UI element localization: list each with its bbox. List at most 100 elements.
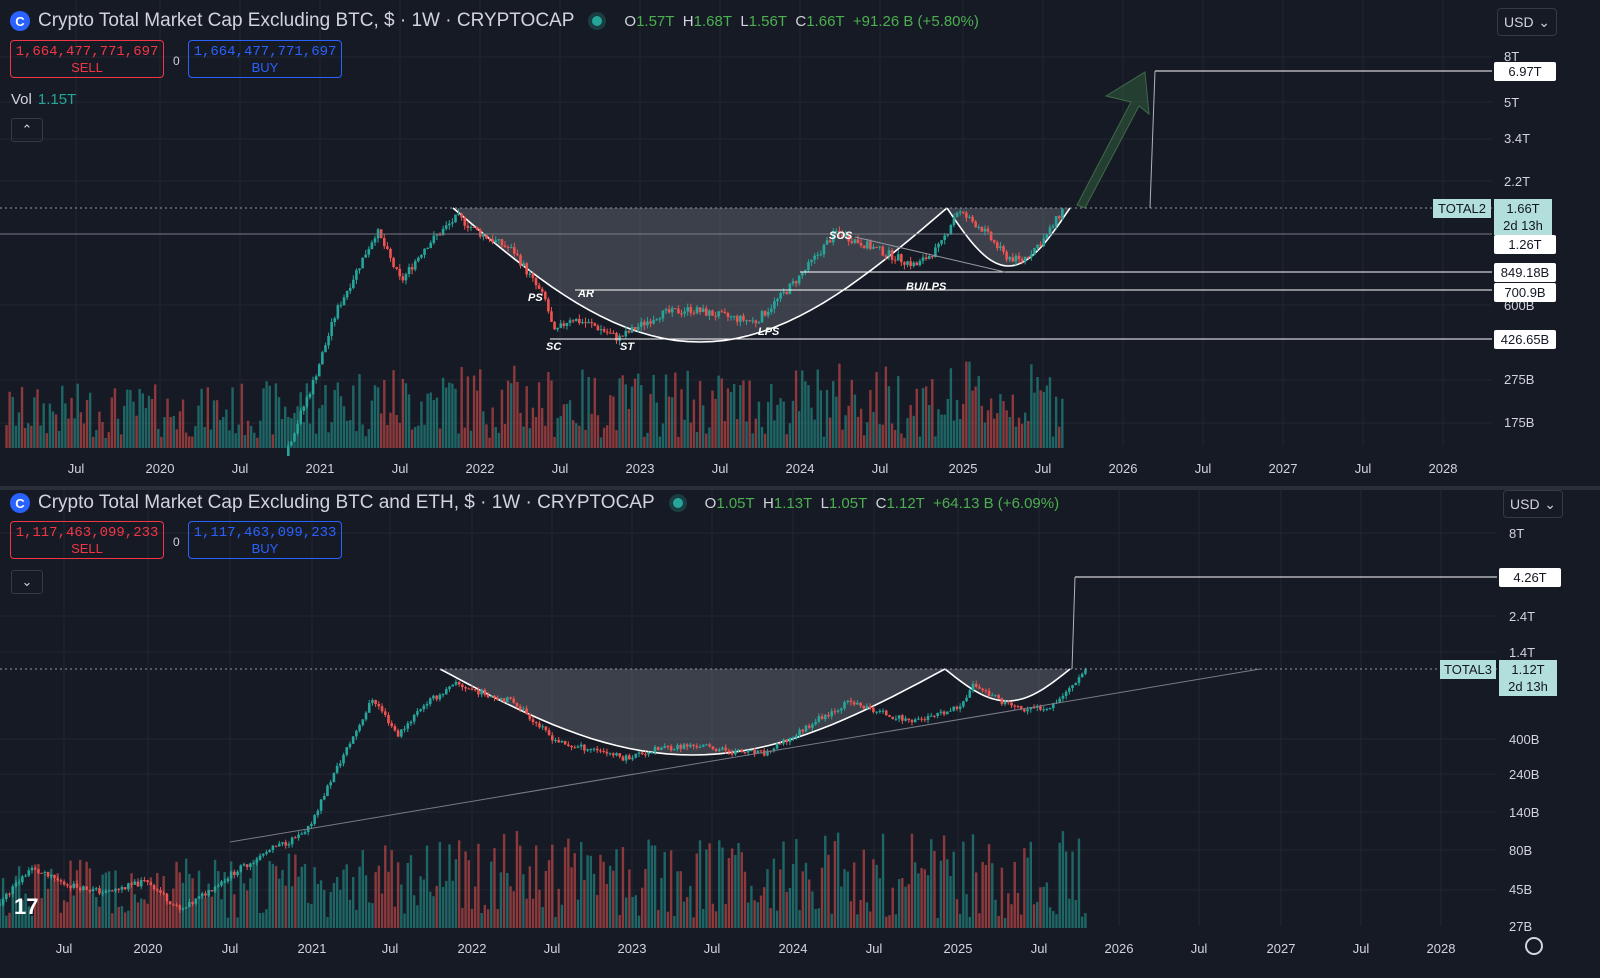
time-axis-label: Jul (712, 461, 729, 476)
volume-bar (401, 378, 405, 448)
candle-body (1074, 683, 1078, 686)
volume-bar (429, 392, 432, 448)
bottom-currency-select[interactable]: USD ⌄ (1503, 490, 1563, 518)
market-status-icon[interactable] (672, 498, 683, 508)
volume-bar (1036, 376, 1039, 448)
top-chart-pane[interactable]: PS AR SC ST LPS SOS BU/LPS 8T 5T 3.4T 2.2T 175B 275B… (0, 0, 1600, 486)
candle-body (380, 706, 384, 712)
volume-bar (698, 381, 702, 448)
volume-bar (698, 840, 702, 928)
top-buy-label: BUY (251, 60, 279, 75)
candle-body (757, 322, 761, 324)
volume-bar (921, 388, 925, 448)
top-currency-select[interactable]: USD ⌄ (1497, 8, 1557, 36)
candle-body (466, 225, 470, 228)
settings-gear-icon[interactable] (1525, 937, 1543, 955)
volume-bar (467, 860, 470, 928)
candle-body (528, 713, 532, 720)
volume-bar (201, 896, 204, 928)
tradingview-logo-icon[interactable]: 17 (14, 894, 39, 919)
candle-body (618, 753, 622, 757)
volume-bar (237, 424, 240, 448)
top-buy-button[interactable]: 1,664,477,771,697 BUY (188, 40, 342, 78)
volume-bar (324, 385, 327, 448)
volume-bar (178, 411, 182, 448)
time-axis[interactable] (0, 456, 1492, 486)
candle-body (448, 686, 451, 690)
candle-body (833, 711, 837, 713)
volume-bar (798, 910, 801, 928)
volume-bar (680, 389, 683, 448)
volume-bar (843, 869, 846, 928)
volume-bar (45, 433, 48, 448)
candle-body (836, 710, 840, 712)
candle-body (1013, 705, 1017, 707)
candle-body (438, 234, 442, 236)
candle-body (844, 234, 847, 238)
time-axis-label: 2023 (626, 461, 655, 476)
candle-body (980, 226, 984, 232)
pane-divider[interactable] (0, 486, 1600, 490)
volume-bar (760, 426, 764, 448)
volume-bar (658, 436, 662, 448)
collapse-indicators-button[interactable]: ⌃ (11, 118, 43, 142)
candle-body (760, 311, 764, 323)
top-chart-canvas[interactable]: PS AR SC ST LPS SOS BU/LPS 8T 5T 3.4T 2.2T 175B 275B… (0, 0, 1600, 486)
volume-bar (931, 379, 934, 448)
candle-body (216, 885, 220, 887)
candle-body (204, 893, 207, 896)
candle-body (265, 851, 268, 854)
volume-legend[interactable]: Vol 1.15T (11, 91, 77, 108)
volume-bar (894, 914, 898, 928)
candle-body (308, 393, 312, 398)
volume-bar (239, 868, 242, 928)
bottom-symbol-title[interactable]: Crypto Total Market Cap Excluding BTC an… (38, 492, 655, 513)
candle-body (133, 881, 137, 885)
volume-bar (290, 886, 294, 928)
price-axis[interactable] (1497, 490, 1600, 936)
volume-bar (717, 375, 720, 448)
volume-bar (1032, 904, 1036, 928)
candle-body (593, 323, 597, 326)
volume-bar (253, 432, 256, 448)
bottom-chart-pane[interactable]: 8T 2.4T 1.4T 400B 240B 140B 80B 45B 27B 4.26T TOTA… (0, 490, 1600, 978)
volume-bar (647, 839, 650, 928)
candle-body (1016, 706, 1020, 708)
bar-countdown: 2d 13h (1503, 218, 1543, 233)
top-sell-button[interactable]: 1,664,477,771,697 SELL (10, 40, 164, 78)
candle-body (419, 709, 422, 712)
candle-body (791, 737, 795, 739)
candle-body (1071, 685, 1074, 689)
volume-bar (750, 885, 753, 928)
volume-bar (559, 416, 562, 448)
volume-bar (197, 870, 201, 928)
volume-bar (612, 870, 615, 928)
bottom-buy-button[interactable]: 1,117,463,099,233 BUY (188, 521, 342, 559)
top-symbol-title[interactable]: Crypto Total Market Cap Excluding BTC, $… (38, 10, 575, 31)
candle-body (661, 310, 665, 319)
volume-bar (657, 910, 660, 928)
candle-body (640, 752, 644, 755)
volume-bar (946, 398, 949, 448)
candle-body (810, 259, 813, 263)
volume-bar (683, 419, 686, 448)
trend-line (229, 668, 1261, 843)
price-tag-background (1494, 235, 1556, 254)
candle-body (717, 311, 720, 317)
trend-line (1071, 576, 1076, 670)
candle-body (287, 844, 291, 846)
volume-bar (1042, 886, 1045, 928)
candle-body (1035, 706, 1039, 708)
bottom-chart-canvas[interactable]: 8T 2.4T 1.4T 400B 240B 140B 80B 45B 27B 4.26T TOTA… (0, 490, 1600, 978)
candle-body (352, 279, 355, 289)
candle-body (496, 697, 499, 700)
volume-bar (844, 415, 847, 448)
volume-bar (984, 864, 988, 928)
bottom-sell-button[interactable]: 1,117,463,099,233 SELL (10, 521, 164, 559)
volume-bar (226, 917, 230, 928)
expand-indicators-button[interactable]: ⌄ (11, 570, 43, 594)
market-status-icon[interactable] (592, 16, 603, 26)
wyckoff-annotation: SOS (829, 230, 853, 242)
time-axis[interactable] (0, 936, 1497, 978)
volume-bar (423, 424, 426, 448)
